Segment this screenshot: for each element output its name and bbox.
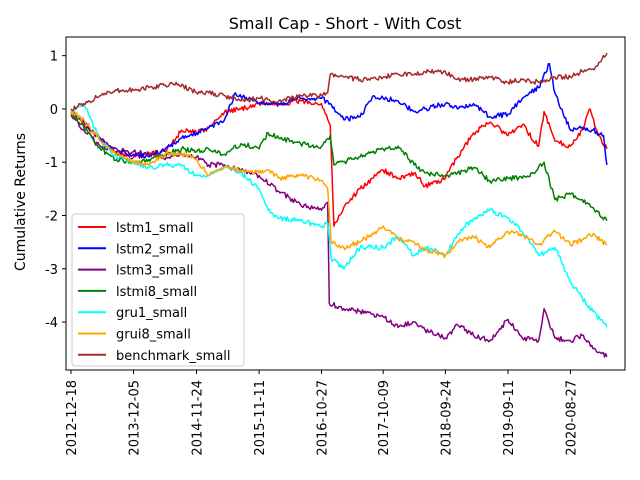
x-axis-ticks: 2012-12-18 2013-12-05 2014-11-24 2015-11-11…: [65, 370, 579, 456]
x-tick-label: 2019-09-11: [502, 380, 517, 456]
x-tick-label: 2016-10-27: [315, 380, 330, 456]
legend-box: [71, 213, 245, 367]
y-tick-label: 1: [50, 50, 58, 65]
y-tick-label: -1: [45, 156, 58, 171]
series-lines: [70, 52, 608, 358]
legend-label-lstm3_small: lstm3_small: [116, 264, 194, 279]
y-axis-title: Cumulative Returns: [13, 133, 29, 271]
legend-label-lstmi8_small: lstmi8_small: [116, 285, 197, 300]
y-tick-label: -2: [45, 209, 58, 224]
y-tick-label: -3: [45, 263, 58, 278]
legend-label-lstm2_small: lstm2_small: [116, 242, 194, 257]
plot-frame: [65, 36, 626, 371]
y-tick-label: -4: [45, 316, 58, 331]
x-tick-label: 2018-09-24: [439, 380, 454, 456]
series-line-benchmark_small: [70, 52, 608, 112]
x-tick-label: 2020-08-27: [564, 380, 579, 456]
x-tick-label: 2013-12-05: [128, 380, 143, 456]
legend-label-gru1_small: gru1_small: [116, 306, 187, 321]
series-line-lstm2_small: [70, 62, 608, 166]
legend: lstm1_small lstm2_small lstm3_small lstmi8_…: [71, 213, 245, 367]
x-tick-label: 2017-10-09: [377, 380, 392, 456]
x-tick-label: 2015-11-11: [253, 380, 268, 456]
legend-label-grui8_small: grui8_small: [116, 328, 191, 343]
series-line-grui8_small: [70, 110, 608, 259]
y-axis-ticks: 1 0 -1 -2 -3 -4: [45, 50, 66, 331]
series-line-gru1_small: [70, 102, 608, 328]
legend-label-benchmark_small: benchmark_small: [116, 349, 231, 364]
chart-title: Small Cap - Short - With Cost: [229, 14, 461, 33]
legend-label-lstm1_small: lstm1_small: [116, 221, 194, 236]
y-tick-label: 0: [50, 103, 58, 118]
x-tick-label: 2012-12-18: [65, 380, 80, 456]
x-tick-label: 2014-11-24: [191, 380, 206, 456]
series-line-lstmi8_small: [70, 111, 608, 222]
